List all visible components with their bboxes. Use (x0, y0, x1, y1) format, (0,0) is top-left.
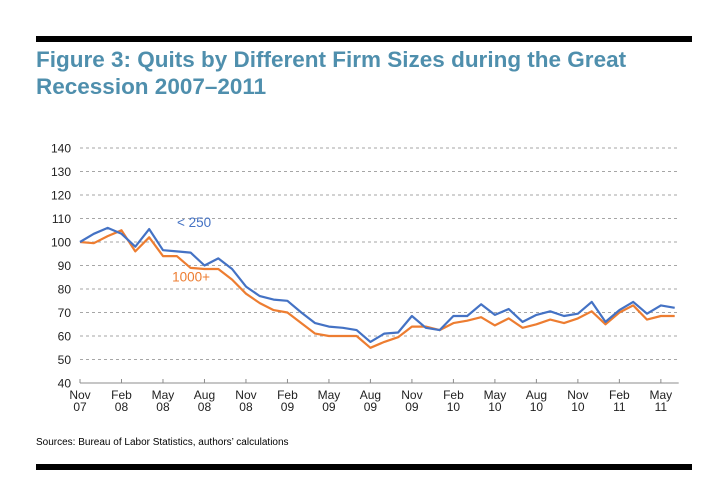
x-tick-label: May 08 (152, 388, 175, 414)
x-tick-label: May 11 (650, 388, 673, 414)
source-note: Sources: Bureau of Labor Statistics, aut… (36, 437, 289, 448)
y-tick-label: 120 (51, 189, 71, 203)
x-tick-label: Aug 09 (360, 388, 381, 414)
series-line-large-firms (79, 229, 675, 349)
x-tick-label: Aug 10 (526, 388, 547, 414)
y-tick-label: 60 (58, 330, 72, 344)
x-tick-label: Nov 10 (567, 388, 588, 414)
title-line-2: Recession 2007–2011 (36, 74, 267, 99)
y-axis: 40 50 60 70 80 90 100 110 120 130 140 (51, 142, 71, 391)
x-tick-label: Aug 08 (194, 388, 215, 414)
figure-title: Figure 3: Quits by Different Firm Sizes … (36, 46, 696, 100)
x-axis: Nov 07 Feb 08 May 08 Aug 08 Nov 08 Feb 09 May 09 Aug 09… (69, 379, 679, 414)
y-tick-label: 140 (51, 142, 71, 156)
y-tick-label: 80 (58, 283, 72, 297)
y-tick-label: 100 (51, 236, 71, 250)
y-tick-label: 130 (51, 165, 71, 179)
x-tick-label: Feb 08 (111, 388, 132, 414)
x-tick-label: May 09 (318, 388, 341, 414)
x-tick-label: Nov 07 (69, 388, 90, 414)
y-tick-label: 110 (52, 212, 71, 226)
series-lines (79, 226, 675, 349)
y-tick-label: 40 (58, 377, 72, 391)
series-label-large-firms: 1000+ (172, 269, 210, 284)
x-tick-label: Nov 09 (401, 388, 422, 414)
top-rule (36, 36, 692, 42)
series-labels: < 250 1000+ (172, 215, 211, 284)
series-line-small-firms (79, 226, 675, 343)
x-tick-label: Feb 10 (443, 388, 464, 414)
y-tick-label: 50 (58, 353, 72, 367)
y-tick-label: 90 (58, 259, 72, 273)
x-tick-label: Feb 11 (609, 388, 630, 414)
bottom-rule (36, 464, 692, 470)
title-line-1: Figure 3: Quits by Different Firm Sizes … (36, 47, 627, 72)
series-label-small-firms: < 250 (177, 215, 211, 230)
x-tick-label: May 10 (484, 388, 507, 414)
x-tick-label: Feb 09 (277, 388, 298, 414)
y-tick-label: 70 (58, 306, 72, 320)
x-tick-label: Nov 08 (235, 388, 256, 414)
grid-lines (80, 147, 679, 360)
